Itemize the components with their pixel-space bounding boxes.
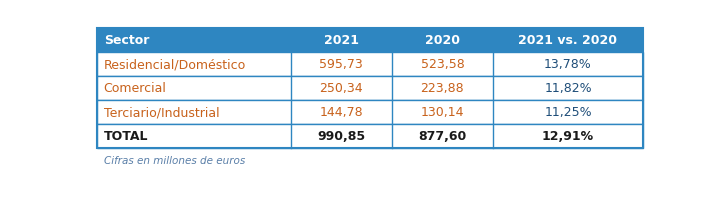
- Text: 2020: 2020: [425, 34, 460, 47]
- Text: 2021: 2021: [324, 34, 359, 47]
- Text: Cifras en millones de euros: Cifras en millones de euros: [104, 156, 245, 166]
- Bar: [97, 52, 643, 76]
- Text: Comercial: Comercial: [104, 82, 167, 95]
- Bar: [97, 124, 643, 148]
- Text: Terciario/Industrial: Terciario/Industrial: [104, 106, 219, 119]
- Text: 11,25%: 11,25%: [544, 106, 592, 119]
- Bar: [97, 100, 643, 124]
- Text: Sector: Sector: [104, 34, 149, 47]
- Text: 990,85: 990,85: [317, 130, 365, 143]
- Bar: [97, 29, 643, 148]
- Text: 11,82%: 11,82%: [544, 82, 592, 95]
- Text: 13,78%: 13,78%: [544, 58, 592, 71]
- Bar: [97, 76, 643, 100]
- Text: 523,58: 523,58: [420, 58, 464, 71]
- Text: 12,91%: 12,91%: [542, 130, 594, 143]
- Text: 595,73: 595,73: [319, 58, 363, 71]
- Text: 223,88: 223,88: [421, 82, 464, 95]
- Text: 2021 vs. 2020: 2021 vs. 2020: [518, 34, 617, 47]
- Text: 144,78: 144,78: [320, 106, 363, 119]
- Text: 130,14: 130,14: [421, 106, 464, 119]
- Bar: [97, 29, 643, 52]
- Text: 250,34: 250,34: [320, 82, 363, 95]
- Text: TOTAL: TOTAL: [104, 130, 148, 143]
- Text: 877,60: 877,60: [418, 130, 466, 143]
- Text: Residencial/Doméstico: Residencial/Doméstico: [104, 58, 246, 71]
